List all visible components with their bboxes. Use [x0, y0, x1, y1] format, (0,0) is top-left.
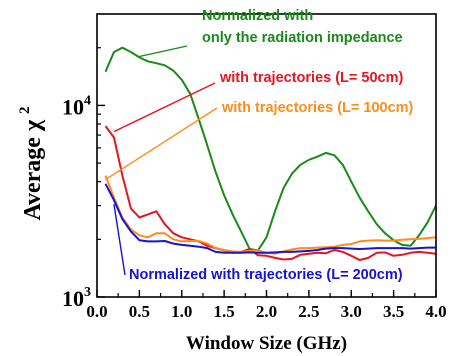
plot-lines: [104, 46, 437, 261]
series-line-radiation: [104, 46, 437, 252]
x-tick-label: 4.0: [425, 302, 446, 321]
y-tick-label: 103: [62, 285, 91, 311]
x-tick-label: 3.0: [341, 302, 362, 321]
annotations: Normalized with only the radiation impeda…: [105, 8, 414, 283]
annotation-text-traj200: Normalized with trajectories (L= 200cm): [129, 267, 403, 283]
x-tick-label: 2.5: [298, 302, 319, 321]
y-axis-label-main: Average χ: [20, 119, 46, 221]
x-tick-label: 1.5: [214, 302, 235, 321]
x-axis-label: Window Size (GHz): [186, 333, 347, 354]
y-tick-labels: 103 104: [62, 93, 91, 311]
y-axis-label-superscript: 2: [17, 106, 33, 114]
tick-marks: [96, 47, 437, 298]
x-tick-label: 3.5: [383, 302, 404, 321]
annotation-text-radiation: Normalized with: [202, 8, 313, 24]
annotation-leader-radiation: [139, 45, 188, 58]
x-tick-labels: 0.0 0.5 1.0 1.5 2.0 2.5 3.0 3.5 4.0: [86, 302, 446, 321]
annotation-text-traj100: with trajectories (L= 100cm): [221, 100, 414, 116]
x-tick-label: 1.0: [171, 302, 192, 321]
annotation-text-traj50: with trajectories (L= 50cm): [219, 70, 403, 86]
plot-frame: [96, 13, 437, 298]
annotation-leader-traj50: [113, 82, 216, 133]
series-line-traj200: [104, 183, 436, 254]
annotation-leader-traj100: [105, 107, 218, 181]
x-tick-label: 0.5: [129, 302, 150, 321]
x-tick-label: 2.0: [256, 302, 277, 321]
annotation-text-radiation: only the radiation impedance: [202, 30, 403, 46]
annotation-leader-traj200: [113, 204, 126, 276]
series-line-traj50: [104, 125, 437, 261]
y-tick-label: 104: [62, 93, 91, 119]
y-axis-label: Average χ 2: [17, 106, 46, 220]
x-tick-label: 0.0: [86, 302, 107, 321]
